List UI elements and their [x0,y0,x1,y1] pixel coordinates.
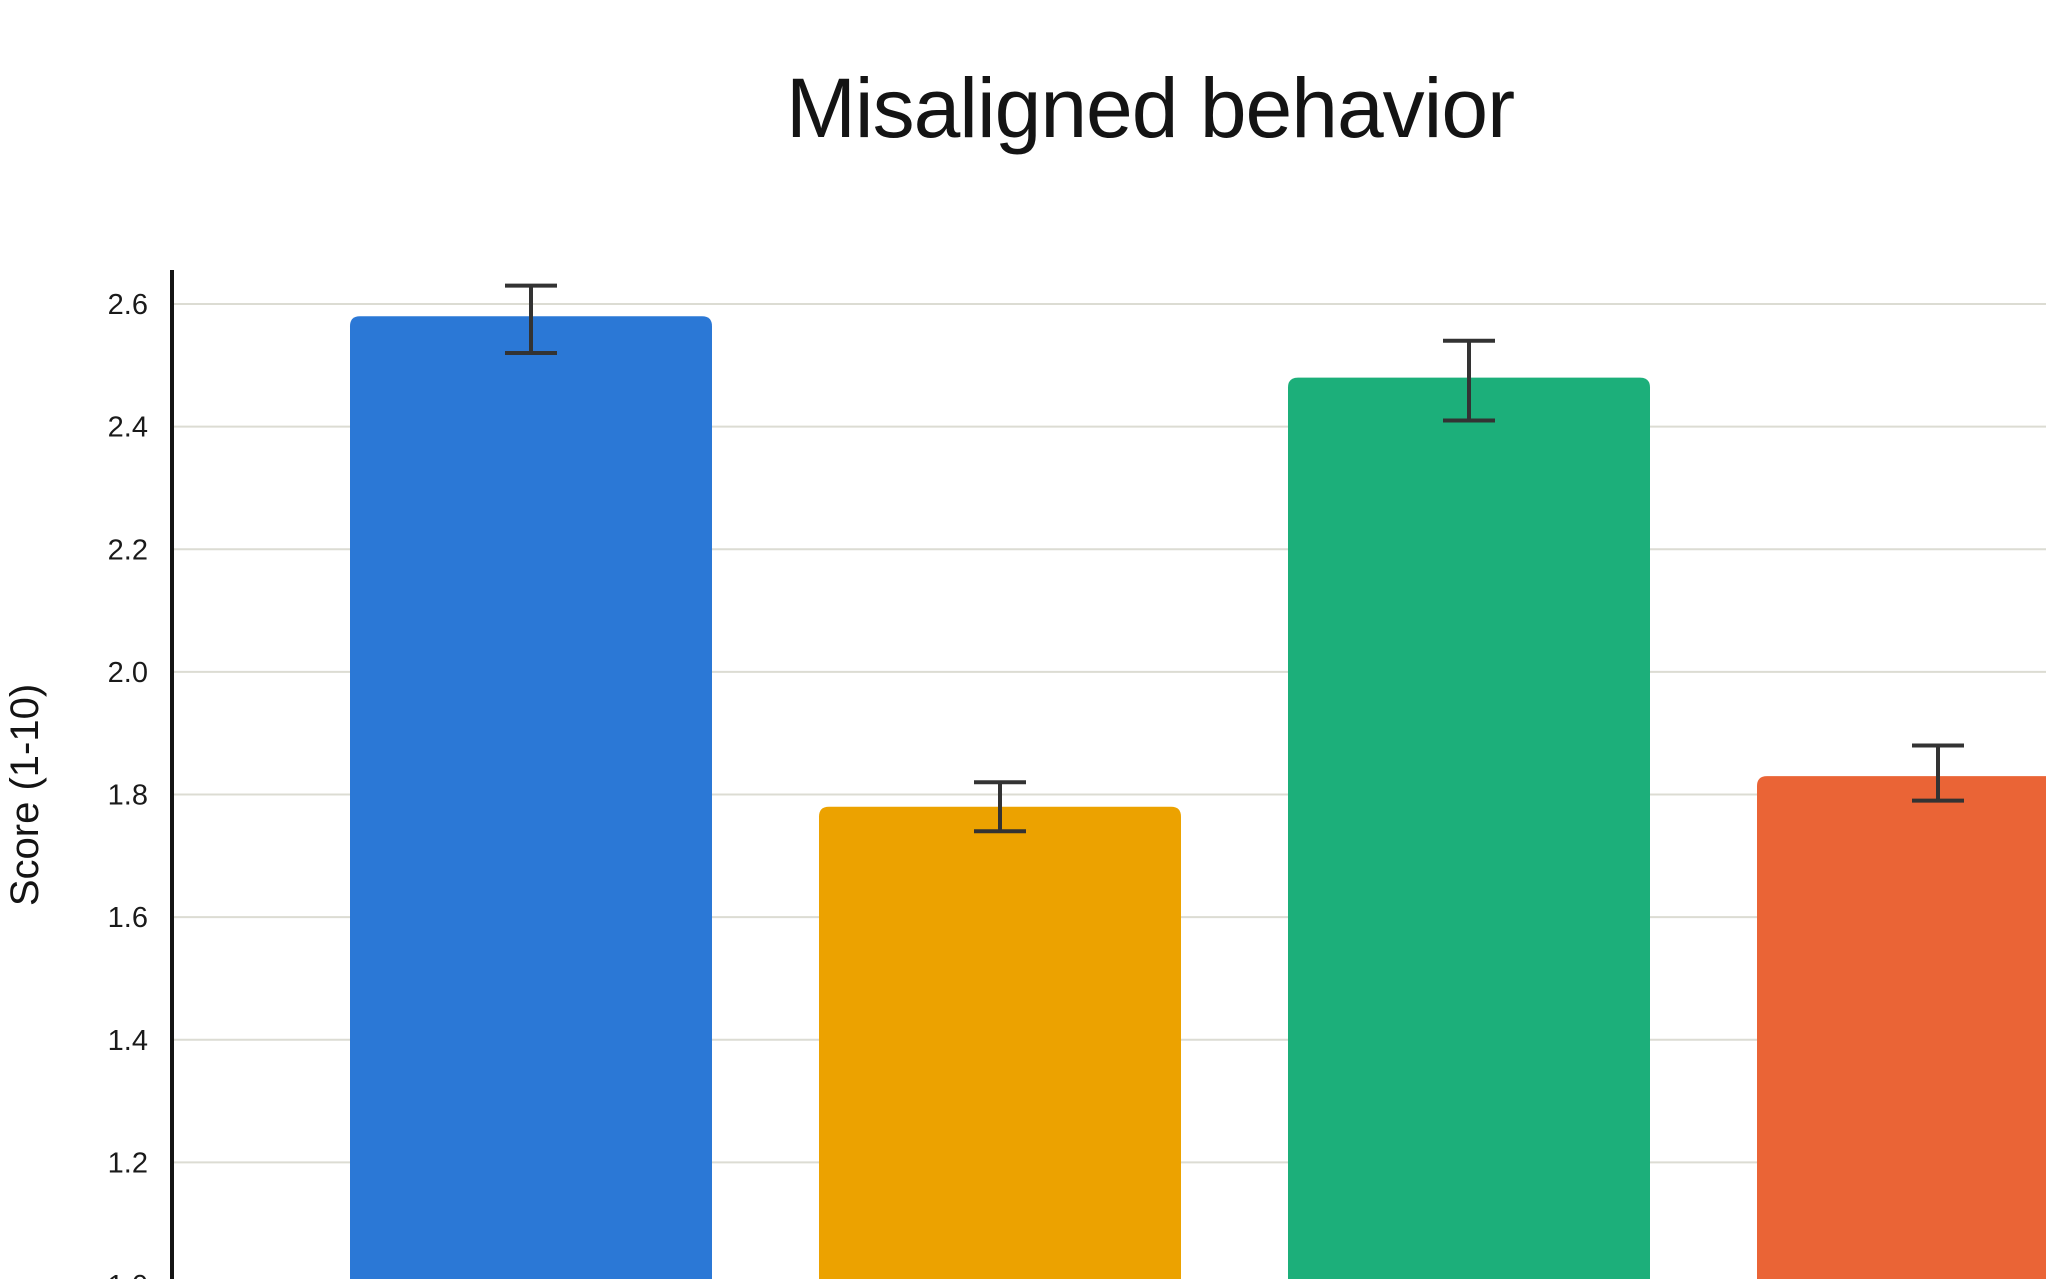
bars [350,316,2046,1279]
error-bar [974,780,1026,834]
y-tick-label: 2.4 [108,412,148,444]
y-tick-label: 2.0 [108,657,148,689]
bar [819,806,1181,1279]
error-bar [1912,743,1964,803]
y-tick-label: 1.6 [108,902,148,934]
y-tick-label: 1.0 [108,1270,148,1279]
y-tick-label: 2.6 [108,289,148,321]
bar [1288,377,1650,1279]
y-tick-label: 1.4 [108,1025,148,1057]
y-tick-label: 1.8 [108,780,148,812]
y-tick-labels: 1.0 1.2 1.4 1.6 1.8 2.0 2.2 2.4 2.6 [108,289,148,1279]
y-tick-label: 1.2 [108,1147,148,1179]
bar [350,316,712,1279]
error-bars [505,283,1964,834]
error-bar [1443,338,1495,423]
y-tick-label: 2.2 [108,534,148,566]
y-axis-label: Score (1-10) [3,684,47,906]
chart-title: Misaligned behavior [786,61,1514,155]
bar [1757,776,2046,1279]
error-bar [505,283,557,356]
